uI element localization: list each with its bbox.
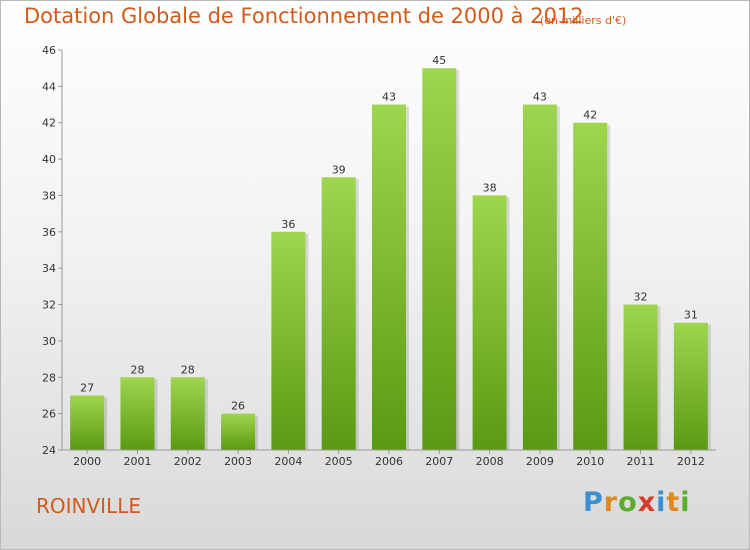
value-label: 28 — [130, 363, 144, 376]
bar — [271, 231, 306, 450]
y-tick-label: 42 — [42, 117, 56, 130]
bar — [170, 377, 205, 450]
logo-letter: t — [666, 487, 681, 518]
y-tick-label: 36 — [42, 226, 56, 239]
value-label: 27 — [80, 381, 94, 394]
bar — [623, 304, 658, 450]
y-tick-label: 24 — [42, 444, 56, 457]
x-tick-label: 2004 — [274, 455, 302, 468]
value-label: 43 — [382, 91, 396, 104]
y-tick-label: 32 — [42, 299, 56, 312]
proxiti-logo: Proxiti — [583, 487, 691, 518]
bar — [120, 377, 155, 450]
place-name: ROINVILLE — [36, 494, 141, 518]
bar — [221, 413, 256, 450]
x-tick-label: 2001 — [123, 455, 151, 468]
value-label: 39 — [332, 163, 346, 176]
x-tick-label: 2005 — [325, 455, 353, 468]
x-tick-label: 2006 — [375, 455, 403, 468]
value-label: 43 — [533, 91, 547, 104]
y-axis: 24 26 28 30 32 34 36 38 40 42 44 46 — [42, 44, 63, 457]
logo-letter: r — [603, 487, 619, 518]
value-label: 26 — [231, 400, 245, 413]
x-tick-label: 2011 — [627, 455, 655, 468]
y-tick-label: 28 — [42, 371, 56, 384]
value-label: 42 — [583, 109, 597, 122]
logo-letter: o — [618, 487, 638, 518]
x-tick-label: 2003 — [224, 455, 252, 468]
x-axis: 2000 2001 2002 2003 2004 2005 2006 2007 2008 2009… — [62, 449, 716, 468]
y-tick-label: 30 — [42, 335, 56, 348]
logo-letter: i — [680, 487, 691, 518]
value-label: 31 — [684, 309, 698, 322]
y-tick-label: 40 — [42, 153, 56, 166]
bar — [422, 68, 457, 450]
x-tick-label: 2010 — [576, 455, 604, 468]
value-labels: 27 28 28 26 36 39 43 45 38 43 42 32 31 — [80, 54, 698, 412]
value-label: 36 — [281, 218, 295, 231]
value-label: 32 — [634, 291, 648, 304]
bars-group — [70, 68, 711, 451]
bar — [70, 395, 105, 450]
x-tick-label: 2002 — [174, 455, 202, 468]
x-tick-label: 2012 — [677, 455, 705, 468]
value-label: 28 — [181, 363, 195, 376]
x-tick-label: 2008 — [476, 455, 504, 468]
bar — [522, 104, 557, 450]
y-tick-label: 34 — [42, 262, 56, 275]
y-tick-label: 44 — [42, 80, 56, 93]
y-tick-label: 26 — [42, 408, 56, 421]
value-label: 38 — [483, 181, 497, 194]
bar — [472, 195, 507, 450]
bar — [321, 177, 356, 451]
logo-letter: P — [583, 487, 604, 518]
bar — [673, 322, 708, 450]
chart-title: Dotation Globale de Fonctionnement de 20… — [24, 4, 584, 28]
bar — [573, 122, 608, 451]
bar — [372, 104, 406, 450]
y-tick-label: 38 — [42, 189, 56, 202]
logo-letter: i — [656, 487, 667, 518]
x-tick-label: 2009 — [526, 455, 554, 468]
x-tick-label: 2000 — [73, 455, 101, 468]
logo-letter: x — [637, 487, 657, 518]
chart-subtitle: (en milliers d'€) — [540, 14, 627, 27]
x-tick-label: 2007 — [425, 455, 453, 468]
y-tick-label: 46 — [42, 44, 56, 57]
value-label: 45 — [432, 54, 446, 67]
